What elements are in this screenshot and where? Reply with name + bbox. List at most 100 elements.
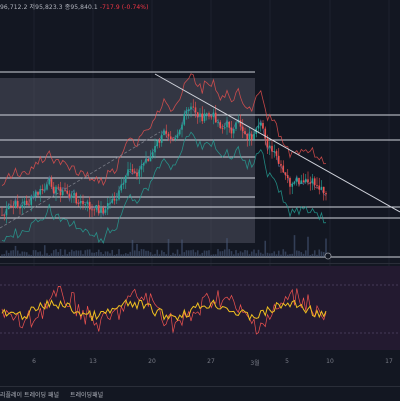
volume-bar bbox=[318, 249, 321, 257]
volume-bar bbox=[268, 253, 271, 257]
volume-bar bbox=[196, 250, 199, 257]
candle-body bbox=[10, 205, 12, 207]
candle-body bbox=[25, 200, 28, 205]
ohlc-text-a: 96,712.2 bbox=[0, 4, 28, 11]
bar-replay-marker-icon[interactable] bbox=[324, 252, 332, 260]
candle-body bbox=[298, 177, 300, 184]
ohlc-text-c: 종95,840.1 bbox=[64, 4, 98, 11]
volume-bar bbox=[239, 251, 242, 257]
volume-bar bbox=[172, 252, 174, 257]
ohlc-change: -717.9 (-0.74%) bbox=[99, 4, 149, 11]
volume-bar bbox=[284, 251, 287, 257]
candle-body bbox=[318, 185, 321, 190]
volume-bar bbox=[1, 254, 3, 257]
volume-bar bbox=[185, 250, 188, 257]
volume-bar bbox=[52, 250, 55, 257]
candle-body bbox=[93, 209, 96, 211]
candle-body bbox=[86, 201, 89, 204]
candle-body bbox=[52, 186, 55, 194]
volume-bar bbox=[102, 253, 105, 257]
volume-bar bbox=[39, 251, 42, 257]
candle-body bbox=[178, 129, 181, 135]
candle-body bbox=[217, 122, 219, 124]
volume-bar bbox=[120, 254, 123, 257]
volume-bar bbox=[115, 254, 118, 257]
trendline-down[interactable] bbox=[154, 73, 400, 213]
candle-body bbox=[183, 113, 186, 125]
candle-body bbox=[39, 188, 42, 195]
candle-body bbox=[14, 200, 17, 207]
candle-body bbox=[309, 182, 312, 184]
volume-bar bbox=[124, 253, 127, 257]
candle-body bbox=[169, 136, 172, 140]
candle-body bbox=[3, 214, 6, 216]
volume-bar bbox=[174, 253, 177, 257]
volume-bar bbox=[12, 250, 15, 257]
band-upper bbox=[1, 73, 327, 187]
oscillator-lines bbox=[1, 286, 327, 335]
volume-bar bbox=[129, 251, 132, 257]
candle-body bbox=[129, 169, 132, 170]
candle-body bbox=[282, 165, 285, 173]
volume-bar bbox=[160, 250, 163, 257]
volume-bar bbox=[37, 252, 39, 257]
candle-body bbox=[167, 133, 170, 137]
volume-bars bbox=[1, 235, 327, 257]
candle-body bbox=[120, 184, 123, 191]
candle-body bbox=[181, 124, 183, 130]
volume-bar bbox=[113, 254, 116, 257]
volume-bar bbox=[100, 252, 102, 257]
candle-body bbox=[73, 193, 75, 196]
candle-body bbox=[293, 181, 296, 184]
volume-bar bbox=[93, 252, 96, 257]
volume-bar bbox=[25, 252, 28, 257]
candle-body bbox=[165, 130, 168, 134]
volume-bar bbox=[28, 254, 30, 257]
candle-body bbox=[232, 128, 235, 134]
oscillator-signal-line bbox=[1, 299, 327, 322]
candle-body bbox=[145, 159, 147, 163]
volume-bar bbox=[311, 253, 314, 257]
volume-bar bbox=[50, 253, 53, 257]
candle-body bbox=[113, 199, 116, 201]
candle-body bbox=[268, 145, 271, 148]
candle-body bbox=[75, 193, 78, 204]
volume-bar bbox=[111, 249, 114, 257]
volume-bar bbox=[257, 249, 260, 257]
volume-bar bbox=[30, 254, 33, 257]
volume-bar bbox=[178, 254, 181, 257]
band-lower bbox=[1, 131, 327, 245]
candle-body bbox=[208, 113, 210, 117]
trendline-dashed[interactable] bbox=[0, 131, 161, 229]
candle-body bbox=[248, 134, 251, 140]
candle-body bbox=[109, 202, 111, 204]
candlesticks bbox=[1, 99, 327, 224]
volume-bar bbox=[77, 250, 80, 257]
candle-body bbox=[61, 190, 64, 196]
candle-body bbox=[19, 207, 21, 209]
candle-body bbox=[16, 200, 19, 208]
candle-body bbox=[307, 179, 309, 183]
volume-bar bbox=[154, 253, 156, 257]
candle-body bbox=[115, 199, 118, 201]
volume-bar bbox=[21, 251, 24, 257]
panel-divider[interactable] bbox=[0, 263, 400, 264]
candle-body bbox=[226, 121, 228, 128]
candle-body bbox=[280, 163, 282, 166]
candle-body bbox=[190, 106, 192, 110]
candle-body bbox=[55, 186, 57, 194]
candle-body bbox=[32, 196, 35, 198]
tab-replay-trading[interactable]: 리플레이 트레이딩 패널 bbox=[0, 392, 60, 399]
volume-bar bbox=[248, 254, 251, 257]
time-axis[interactable]: 6 13 20 27 3월 5 10 17 bbox=[0, 358, 400, 368]
candle-body bbox=[34, 191, 37, 197]
candle-body bbox=[151, 152, 154, 157]
candle-body bbox=[160, 135, 163, 143]
candle-body bbox=[50, 178, 53, 187]
volume-bar bbox=[91, 252, 93, 257]
volume-bar bbox=[201, 252, 204, 257]
volume-bar bbox=[176, 249, 179, 257]
volume-bar bbox=[48, 254, 51, 257]
tab-trading-panel[interactable]: 트레이딩패널 bbox=[70, 392, 104, 399]
price-chart[interactable] bbox=[0, 0, 400, 386]
